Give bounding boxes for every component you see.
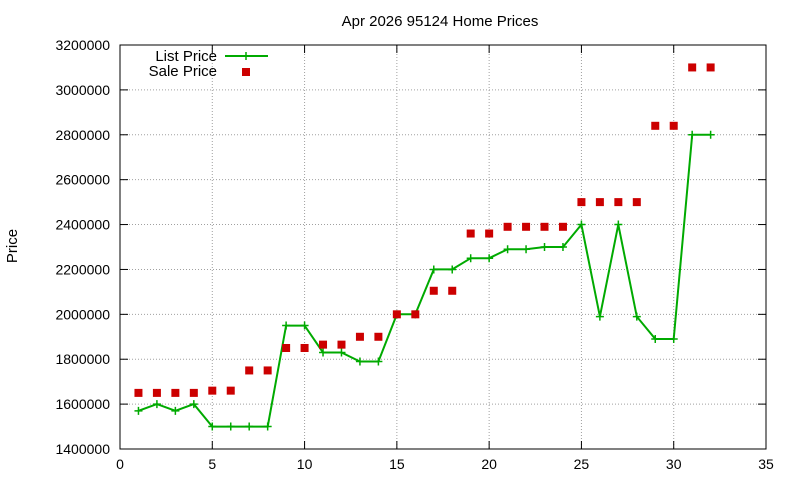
list-price-point — [374, 357, 383, 366]
sale-price-point — [282, 344, 291, 352]
sale-price-point — [392, 310, 401, 319]
list-price-point — [614, 220, 623, 229]
sale-price-point — [651, 121, 660, 130]
sale-price-point — [355, 332, 364, 341]
plot-border — [119, 44, 767, 450]
list-price-point — [558, 243, 567, 251]
sale-price-point — [411, 310, 420, 319]
legend-marker-sale-price — [242, 68, 250, 76]
sale-price-point — [189, 388, 198, 397]
y-tick-label: 2600000 — [55, 172, 110, 188]
sale-price-point — [466, 229, 475, 238]
axis-ticks: 0 5 10 15 20 25 30 35 1400000 1600000 1800000 20000… — [55, 37, 774, 472]
list-price-point — [429, 265, 438, 274]
y-tick-label: 2800000 — [55, 127, 110, 143]
list-price-point — [448, 265, 457, 274]
sale-price-point — [337, 340, 346, 349]
sale-price-point — [300, 344, 309, 352]
list-price-point — [651, 335, 660, 344]
legend-swatch-list-price — [225, 52, 268, 60]
list-price-point — [522, 245, 531, 254]
x-tick-label: 10 — [297, 456, 313, 472]
legend-swatch-sale-price — [242, 68, 250, 76]
list-price-point — [134, 406, 143, 415]
x-tick-label: 5 — [208, 456, 216, 472]
sale-price-point — [595, 198, 604, 207]
legend-marker-list-price — [242, 52, 250, 60]
list-price-point — [282, 321, 291, 330]
sale-price-series — [134, 63, 715, 397]
list-price-point — [632, 312, 641, 321]
x-tick-label: 15 — [389, 456, 405, 472]
list-price-point — [355, 357, 364, 366]
x-tick-label: 30 — [666, 456, 682, 472]
x-tick-label: 20 — [481, 456, 497, 472]
y-tick-label: 1800000 — [55, 351, 110, 367]
sale-price-point — [152, 388, 161, 397]
sale-price-point — [208, 386, 217, 395]
list-price-point — [669, 335, 678, 344]
sale-price-point — [688, 63, 697, 72]
list-price-point — [245, 422, 254, 431]
list-price-point — [337, 348, 346, 357]
list-price-point — [263, 422, 272, 431]
sale-price-point — [503, 222, 512, 231]
sale-price-point — [540, 222, 549, 231]
sale-price-point — [485, 229, 494, 238]
x-tick-label: 25 — [574, 456, 590, 472]
sale-price-point — [171, 388, 180, 397]
sale-price-point — [706, 63, 715, 72]
sale-price-point — [245, 366, 254, 375]
sale-price-point — [134, 388, 143, 397]
sale-price-point — [669, 121, 678, 130]
legend: List Price Sale Price — [149, 48, 268, 80]
list-price-point — [503, 245, 512, 254]
grid-lines — [120, 45, 766, 449]
y-tick-label: 2000000 — [55, 306, 110, 322]
sale-price-point — [448, 286, 457, 295]
y-tick-label: 3000000 — [55, 82, 110, 98]
sale-price-point — [374, 332, 383, 341]
chart-title: Apr 2026 95124 Home Prices — [342, 13, 539, 30]
sale-price-point — [226, 386, 235, 395]
legend-label-sale-price: Sale Price — [149, 63, 217, 80]
x-tick-label: 35 — [758, 456, 774, 472]
sale-price-point — [319, 340, 328, 349]
list-price-point — [577, 220, 586, 229]
list-price-point — [189, 400, 198, 409]
list-price-point — [706, 130, 715, 139]
sale-price-point — [632, 198, 641, 207]
sale-price-point — [522, 222, 531, 231]
list-price-point — [208, 422, 217, 431]
sale-price-point — [577, 198, 586, 207]
x-tick-label: 0 — [116, 456, 124, 472]
list-price-point — [152, 400, 161, 409]
y-tick-label: 2400000 — [55, 217, 110, 233]
sale-price-point — [558, 222, 567, 231]
y-tick-label: 1600000 — [55, 396, 110, 412]
list-price-point — [688, 130, 697, 139]
list-price-point — [226, 422, 235, 431]
y-tick-label: 2200000 — [55, 261, 110, 277]
list-price-point — [300, 321, 309, 330]
sale-price-point — [614, 198, 623, 207]
list-price-point — [485, 254, 494, 263]
sale-price-point — [263, 366, 272, 375]
list-price-point — [171, 406, 180, 415]
list-price-point — [319, 348, 328, 357]
list-price-point — [595, 312, 604, 321]
y-tick-label: 1400000 — [55, 441, 110, 457]
y-tick-label: 3200000 — [55, 37, 110, 53]
sale-price-point — [429, 286, 438, 295]
legend-label-list-price: List Price — [155, 48, 217, 65]
list-price-point — [466, 254, 475, 263]
y-axis-label: Price — [4, 229, 21, 263]
list-price-point — [540, 243, 549, 251]
